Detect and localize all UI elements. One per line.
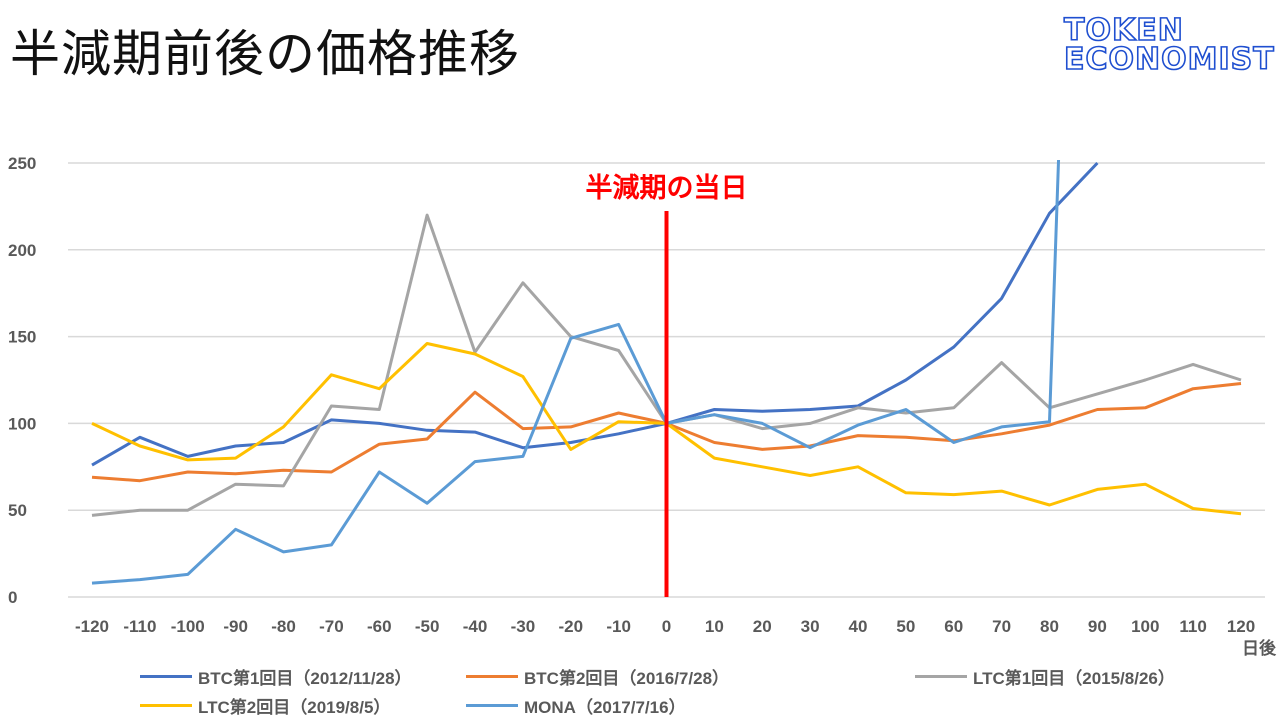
legend-label: BTC第2回目（2016/7/28） (524, 669, 730, 688)
legend-label: MONA（2017/7/16） (524, 698, 686, 717)
x-tick-label: -90 (223, 617, 248, 636)
token-economist-logo: TOKEN ECONOMIST (1063, 13, 1275, 77)
logo-line2: ECONOMIST (1063, 42, 1275, 77)
legend-label: LTC第2回目（2019/8/5） (198, 698, 391, 717)
x-tick-label: -100 (171, 617, 205, 636)
legend-item: LTC第1回目（2015/8/26） (915, 664, 1175, 689)
legend-swatch (466, 704, 518, 707)
logo-line1: TOKEN (1063, 13, 1184, 48)
x-tick-label: -60 (367, 617, 392, 636)
x-tick-label: -70 (319, 617, 344, 636)
y-tick-label: 0 (8, 588, 17, 607)
legend-label: BTC第1回目（2012/11/28） (198, 669, 412, 688)
x-tick-label: 70 (992, 617, 1011, 636)
x-tick-label: 120 (1227, 617, 1255, 636)
halving-day-label: 半減期の当日 (586, 173, 748, 204)
x-tick-label: 0 (662, 617, 671, 636)
y-tick-label: 100 (8, 414, 36, 433)
x-axis-label: 日後 (1242, 638, 1277, 658)
x-tick-label: 60 (944, 617, 963, 636)
legend-label: LTC第1回目（2015/8/26） (973, 669, 1175, 688)
x-tick-label: 50 (896, 617, 915, 636)
legend-item: LTC第2回目（2019/8/5） (140, 693, 390, 718)
x-tick-label: -50 (415, 617, 440, 636)
x-tick-label: 100 (1131, 617, 1159, 636)
x-tick-label: 40 (849, 617, 868, 636)
x-tick-label: 90 (1088, 617, 1107, 636)
legend-swatch (466, 675, 518, 678)
y-tick-label: 150 (8, 328, 36, 347)
x-tick-label: 20 (753, 617, 772, 636)
legend-item: MONA（2017/7/16） (466, 693, 686, 718)
x-tick-label: -80 (271, 617, 296, 636)
x-tick-label: 80 (1040, 617, 1059, 636)
x-tick-label: -40 (463, 617, 488, 636)
page-title: 半減期前後の価格推移 (10, 25, 520, 83)
legend-item: BTC第2回目（2016/7/28） (466, 664, 729, 689)
y-tick-label: 200 (8, 241, 36, 260)
legend-swatch (140, 704, 192, 707)
x-tick-label: -20 (558, 617, 583, 636)
x-tick-label: -110 (123, 617, 156, 636)
legend-swatch (140, 675, 192, 678)
legend-item: BTC第1回目（2012/11/28） (140, 664, 412, 689)
legend-swatch (915, 675, 967, 678)
x-tick-label: -10 (606, 617, 631, 636)
x-tick-label: 30 (801, 617, 820, 636)
x-tick-label: 110 (1179, 617, 1206, 636)
x-tick-label: -30 (511, 617, 536, 636)
x-tick-label: 10 (705, 617, 724, 636)
x-tick-label: -120 (75, 617, 109, 636)
series-line-4 (91, 160, 1061, 585)
y-tick-label: 50 (8, 501, 27, 520)
y-tick-label: 250 (8, 154, 36, 173)
